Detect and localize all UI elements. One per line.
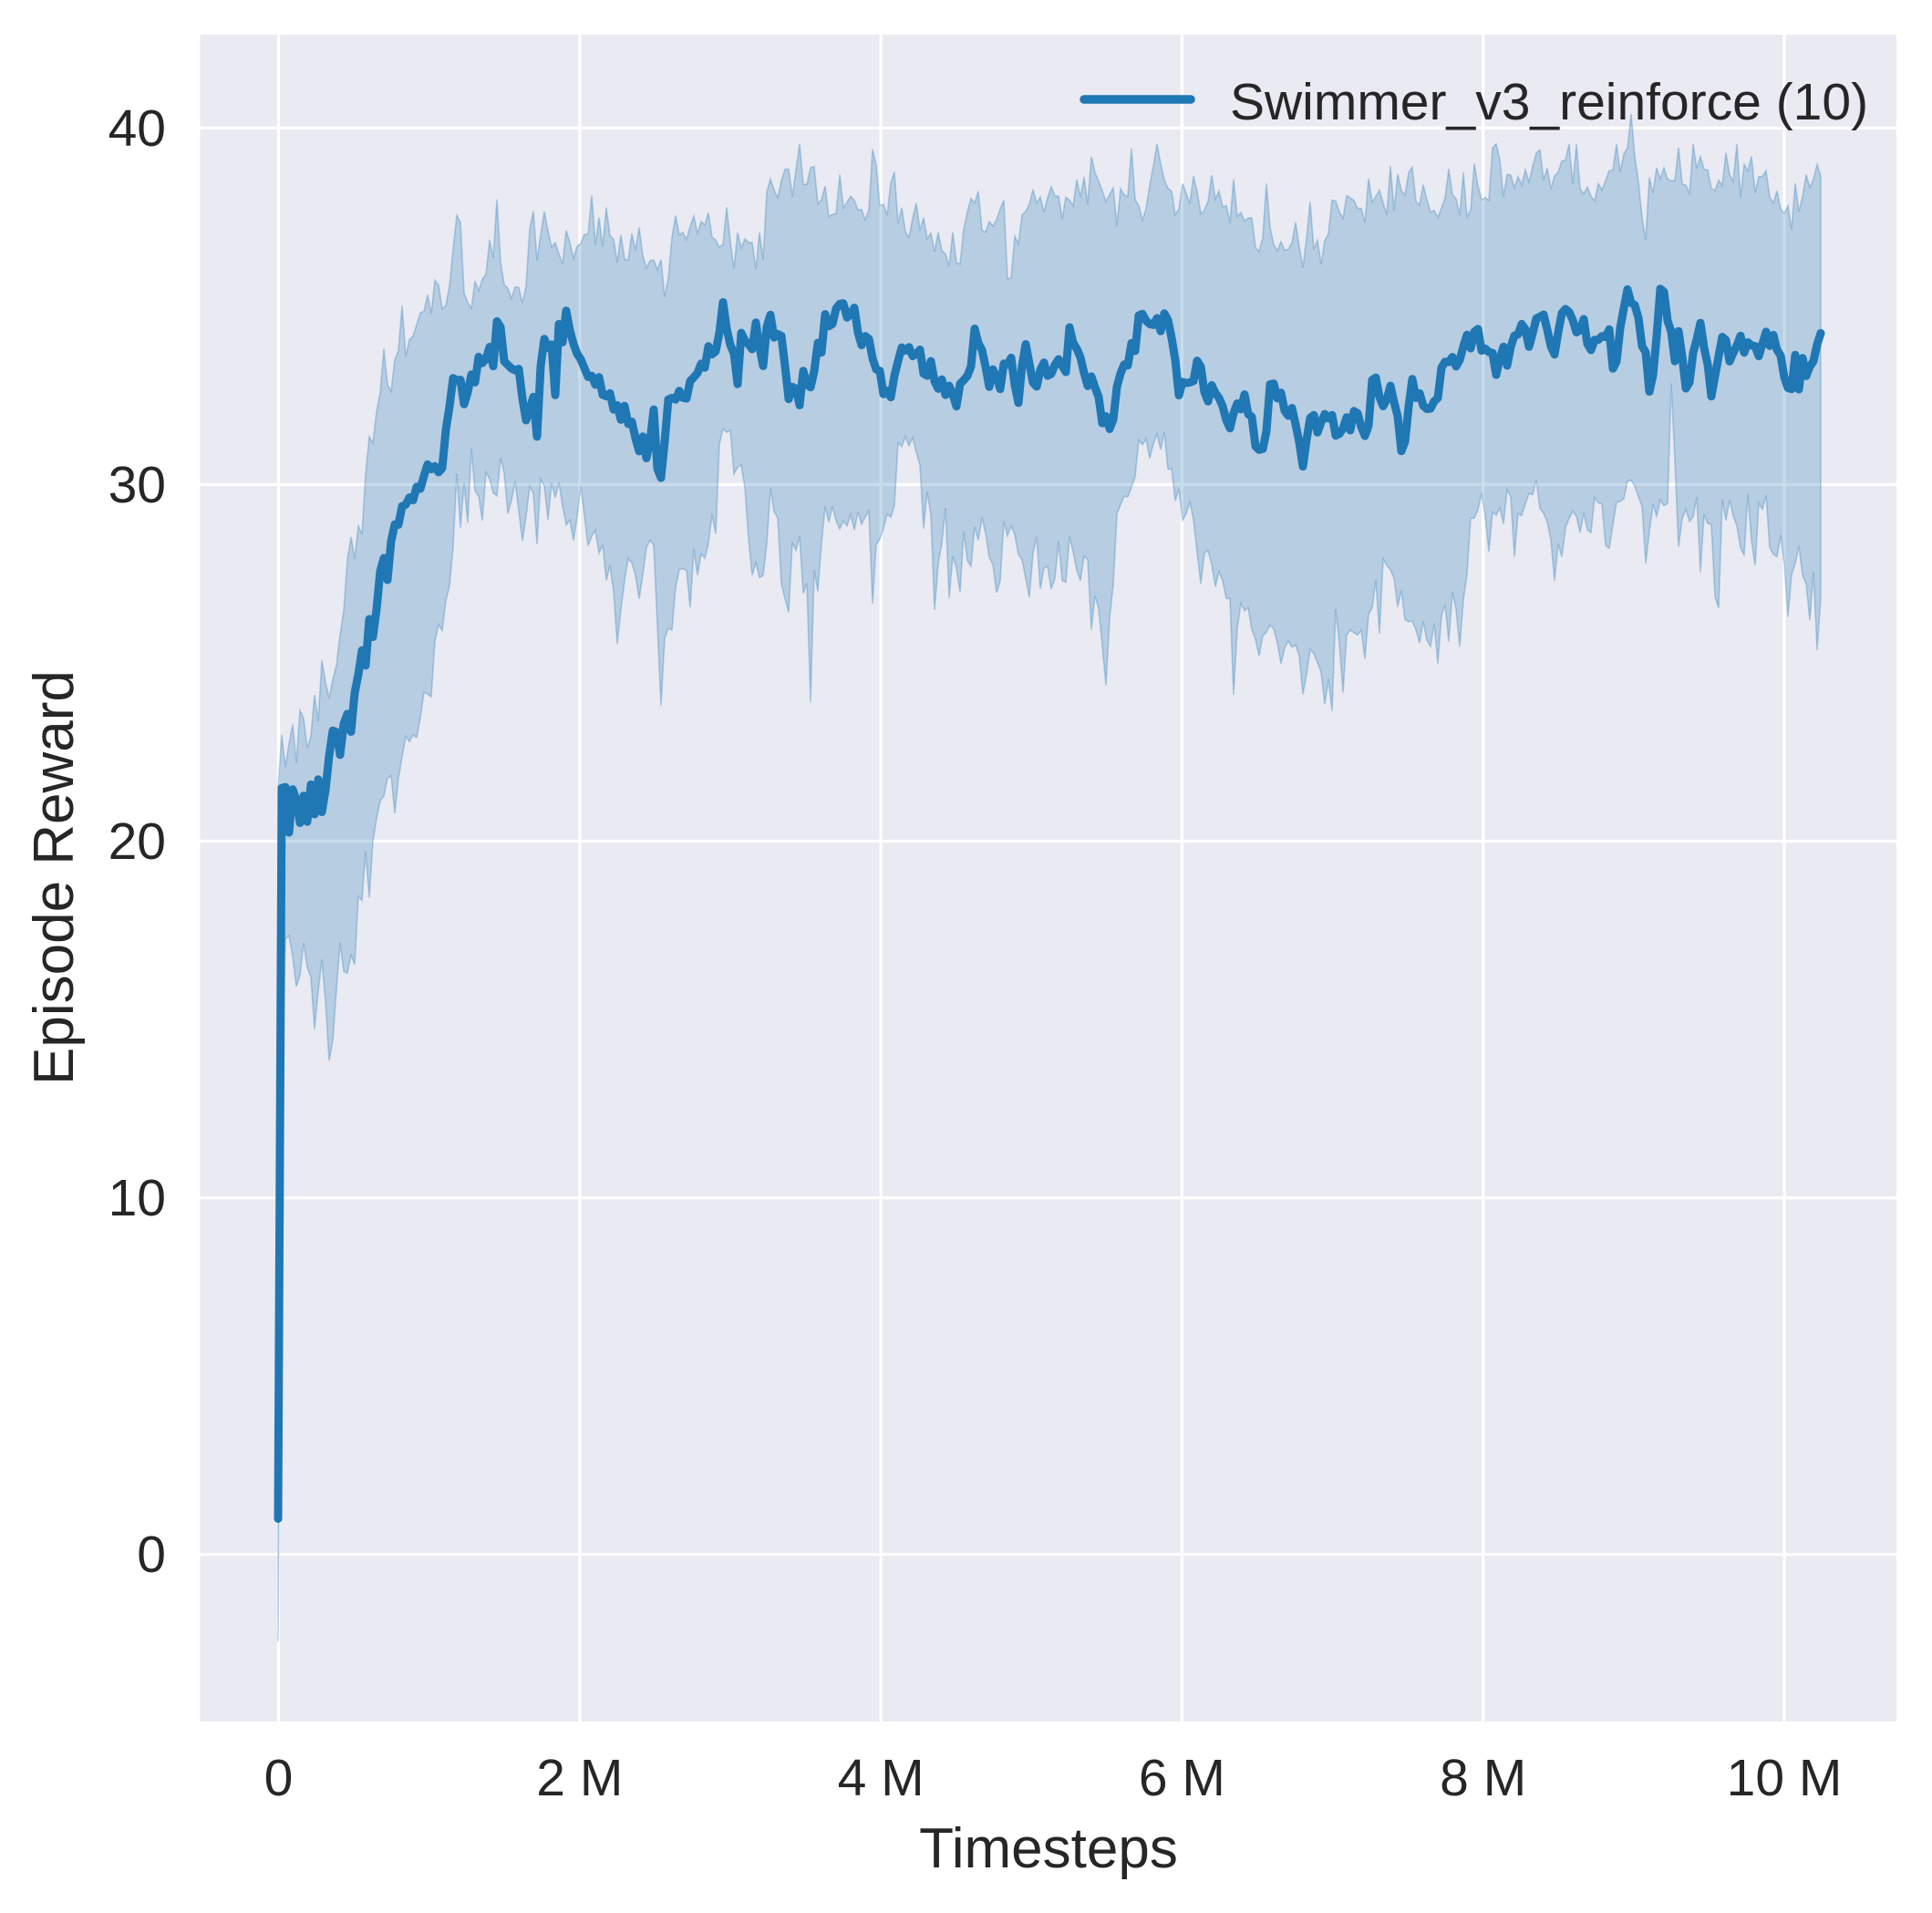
svg-text:Timesteps: Timesteps bbox=[919, 1817, 1178, 1880]
svg-text:Episode Reward: Episode Reward bbox=[23, 670, 86, 1085]
svg-text:30: 30 bbox=[108, 456, 166, 514]
svg-text:40: 40 bbox=[108, 99, 166, 158]
svg-text:6 M: 6 M bbox=[1139, 1749, 1225, 1807]
svg-text:4 M: 4 M bbox=[838, 1749, 925, 1807]
svg-text:2 M: 2 M bbox=[536, 1749, 623, 1807]
svg-text:0: 0 bbox=[264, 1749, 294, 1807]
svg-text:0: 0 bbox=[137, 1525, 166, 1584]
svg-text:20: 20 bbox=[108, 812, 166, 871]
svg-text:Swimmer_v3_reinforce (10): Swimmer_v3_reinforce (10) bbox=[1230, 73, 1868, 131]
svg-text:8 M: 8 M bbox=[1440, 1749, 1526, 1807]
svg-text:10: 10 bbox=[108, 1169, 166, 1227]
svg-text:10 M: 10 M bbox=[1727, 1749, 1843, 1807]
